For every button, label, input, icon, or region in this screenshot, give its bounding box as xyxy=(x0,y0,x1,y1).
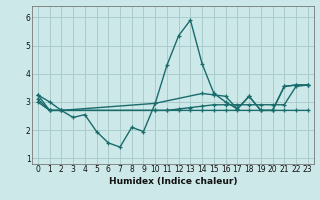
X-axis label: Humidex (Indice chaleur): Humidex (Indice chaleur) xyxy=(108,177,237,186)
